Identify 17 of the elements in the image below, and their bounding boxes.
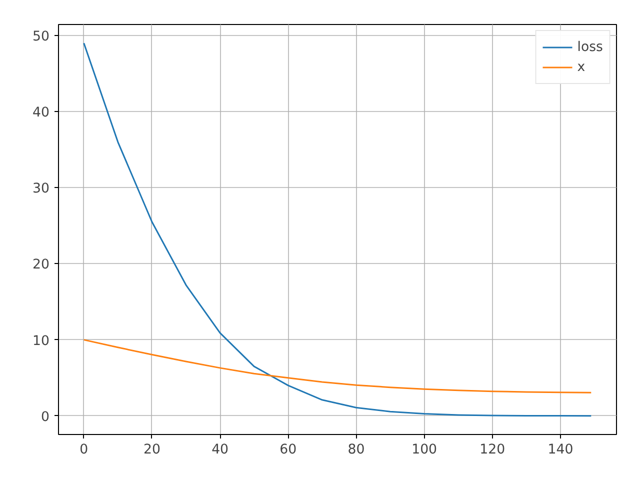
x-tick-label: 140: [548, 442, 574, 458]
x-tick-label: 0: [80, 442, 88, 458]
y-tick-label: 40: [32, 106, 50, 121]
x-tick-label: 40: [212, 442, 229, 458]
x-tick-label: 20: [143, 442, 160, 458]
line-series: [83, 339, 592, 394]
legend-label: x: [577, 60, 586, 74]
y-tick-label: 10: [32, 334, 50, 349]
x-tick-label: 120: [480, 442, 506, 458]
legend-label: loss: [577, 40, 603, 54]
x-tick-label: 100: [412, 442, 438, 458]
y-tick-label: 0: [41, 410, 50, 425]
x-tick-label: 60: [280, 442, 297, 458]
y-tick-label: 50: [32, 30, 50, 45]
y-tick-label: 30: [32, 182, 50, 197]
y-tick-label: 20: [32, 258, 50, 273]
x-tick-label: 80: [348, 442, 365, 458]
